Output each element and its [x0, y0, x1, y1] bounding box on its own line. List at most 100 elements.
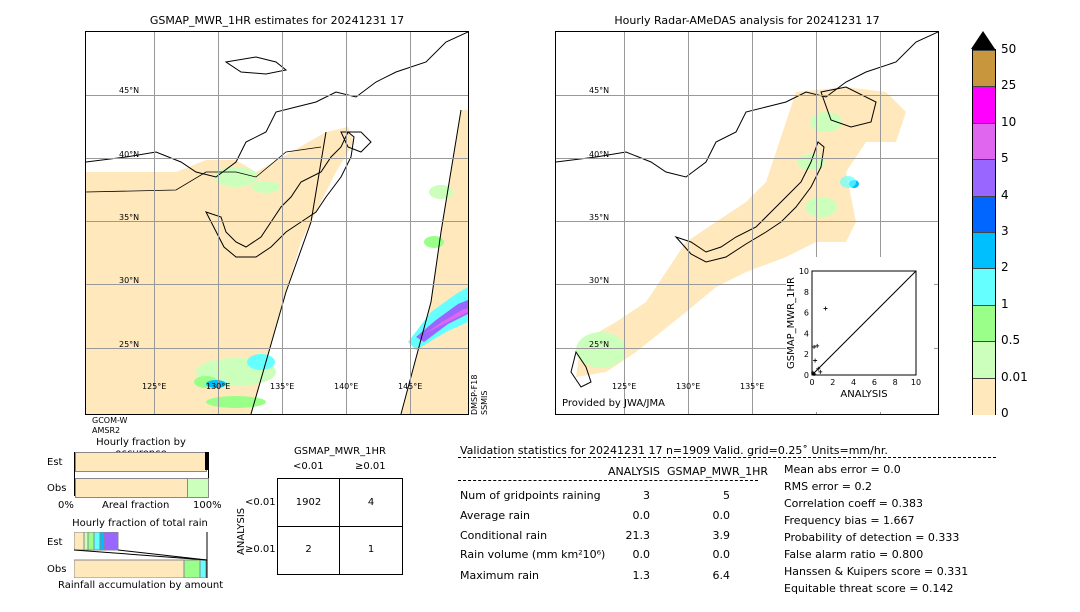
colorbar-tick-label: 1: [1001, 296, 1009, 311]
score-text: RMS error = 0.2: [784, 480, 872, 493]
lon-label: 135°E: [270, 382, 295, 391]
cell-c12: 4: [367, 497, 375, 508]
lon-label: 130°E: [676, 382, 701, 391]
fraction-total-frame: [73, 531, 208, 579]
lon-label: 140°E: [334, 382, 359, 391]
stat-analysis: 21.3: [625, 529, 651, 542]
stat-label: Num of gridpoints raining: [460, 489, 601, 502]
inset-xlabel: ANALYSIS: [840, 389, 887, 400]
right-map: 45°N 40°N 35°N 30°N 25°N 125°E 130°E 135…: [555, 31, 939, 415]
stat-gsmap: 0.0: [712, 509, 731, 522]
satellite-label: GCOM-W: [92, 416, 128, 425]
lon-label: 145°E: [398, 382, 423, 391]
left-map-field: [86, 32, 468, 414]
scatter-point: [813, 358, 818, 363]
colorbar-cell: [973, 122, 995, 161]
colorbar-cell: [973, 377, 995, 415]
inset-y-tick: 2: [804, 350, 809, 359]
inset-y-tick: 10: [799, 267, 809, 276]
inset-x-tick: 2: [830, 378, 835, 387]
est-label: Est: [47, 457, 63, 468]
score-text: Frequency bias = 1.667: [784, 514, 915, 527]
inset-panel: 0 0 2 2 4 4 6 6 8 8 10 10 ANALYSIS GSMAP_MWR_1HR: [786, 257, 934, 412]
colorbar-tick-label: 3: [1001, 224, 1009, 238]
colorbar-tick-label: 0.01: [1001, 369, 1028, 384]
scatter-point: [812, 344, 817, 349]
table-divider: [458, 480, 758, 481]
est-bar-beige: [75, 452, 207, 472]
scatter-point: [823, 306, 828, 311]
contingency-title: GSMAP_MWR_1HR: [294, 446, 386, 457]
colorbar-labels: 50 25 10 5 4 3 2 1 0.5 0.01 0: [971, 42, 1031, 420]
colorbar-cell: [973, 232, 995, 270]
lat-label: 25°N: [119, 340, 140, 349]
score-text: Probability of detection = 0.333: [784, 531, 960, 544]
cell-c22: 1: [367, 544, 375, 555]
colorbar-tick-label: 4: [1001, 187, 1009, 202]
satellite-label: SSMIS: [480, 390, 489, 416]
left-map: 45°N 40°N 35°N 30°N 25°N 125°E 130°E 135…: [85, 31, 469, 415]
right-map-field: [556, 32, 938, 388]
inset-scatter: 00 2 2 4 4 6 6 8 8 10 10 ANALYSIS GSMAP_MWR_1HR: [786, 267, 921, 400]
lon-label: 130°E: [206, 382, 231, 391]
fraction-total-bars: [73, 531, 208, 579]
est-label: Est: [47, 537, 63, 548]
satellite-label: AMSR2: [92, 426, 121, 435]
validation-header: Validation statistics for 20241231 17 n=…: [460, 444, 888, 457]
contingency-col2: ≥0.01: [355, 461, 386, 472]
inset-x-tick: 4: [851, 378, 856, 387]
score-text: Hanssen & Kuipers score = 0.331: [784, 565, 969, 578]
inset-y-tick: 6: [804, 309, 809, 318]
est-bar-dark: [205, 452, 208, 470]
contingency-table: 1902 4 2 1: [277, 478, 403, 575]
colorbar-tick-label: 0: [1001, 406, 1009, 420]
cell-c11: 1902: [295, 497, 322, 508]
stat-label: Average rain: [460, 509, 530, 522]
inset-ylabel: GSMAP_MWR_1HR: [786, 277, 797, 369]
stat-analysis: 3: [643, 489, 650, 502]
colorbar: [971, 31, 996, 415]
stat-analysis: 1.3: [632, 569, 651, 582]
stat-label: Conditional rain: [460, 529, 548, 542]
stat-gsmap: 0.0: [712, 548, 731, 561]
inset-y-tick: 0: [804, 371, 809, 380]
scatter-point: [818, 369, 823, 374]
stat-label: Maximum rain: [460, 569, 539, 582]
inset-x-tick: 10: [911, 378, 921, 387]
inset-x-tick: 8: [893, 378, 898, 387]
obs-label: Obs: [47, 483, 67, 494]
stat-gsmap: 5: [723, 489, 730, 502]
validation-divider: [458, 457, 996, 458]
inset-x-tick: 6: [872, 378, 877, 387]
colorbar-cell: [973, 159, 995, 197]
colorbar-tick-label: 5: [1001, 151, 1009, 166]
obs-bar-beige: [75, 478, 189, 498]
stat-label: Rain volume (mm km²10⁶): [460, 548, 606, 561]
colorbar-cell: [973, 341, 995, 379]
scatter-point: [816, 366, 821, 371]
contingency-row2: ≥0.01: [245, 544, 276, 555]
lat-label: 30°N: [119, 276, 140, 285]
lat-label: 40°N: [589, 150, 610, 159]
stat-analysis: 0.0: [632, 548, 651, 561]
lon-label: 125°E: [612, 382, 637, 391]
axis-left: 0%: [58, 500, 74, 511]
col-analysis: ANALYSIS: [608, 465, 660, 478]
colorbar-extend-arrow: [971, 31, 995, 49]
colorbar-cell: [973, 268, 995, 306]
colorbar-tick-label: 50: [1001, 42, 1017, 56]
axis-right: 100%: [193, 500, 222, 511]
score-text: False alarm ratio = 0.800: [784, 548, 924, 561]
inset-x-tick: 0: [809, 378, 814, 387]
fraction-total-footer: Rainfall accumulation by amount: [58, 580, 224, 591]
col-gsmap: GSMAP_MWR_1HR: [667, 465, 769, 478]
inset-diagonal: [811, 270, 917, 376]
colorbar-cell: [973, 195, 995, 233]
obs-bar-green: [187, 478, 209, 498]
contingency-row1: <0.01: [245, 497, 276, 508]
lat-label: 35°N: [589, 213, 610, 222]
stat-gsmap: 6.4: [712, 569, 731, 582]
contingency-col1: <0.01: [293, 461, 324, 472]
lat-label: 30°N: [589, 276, 610, 285]
cell-c21: 2: [305, 544, 312, 555]
